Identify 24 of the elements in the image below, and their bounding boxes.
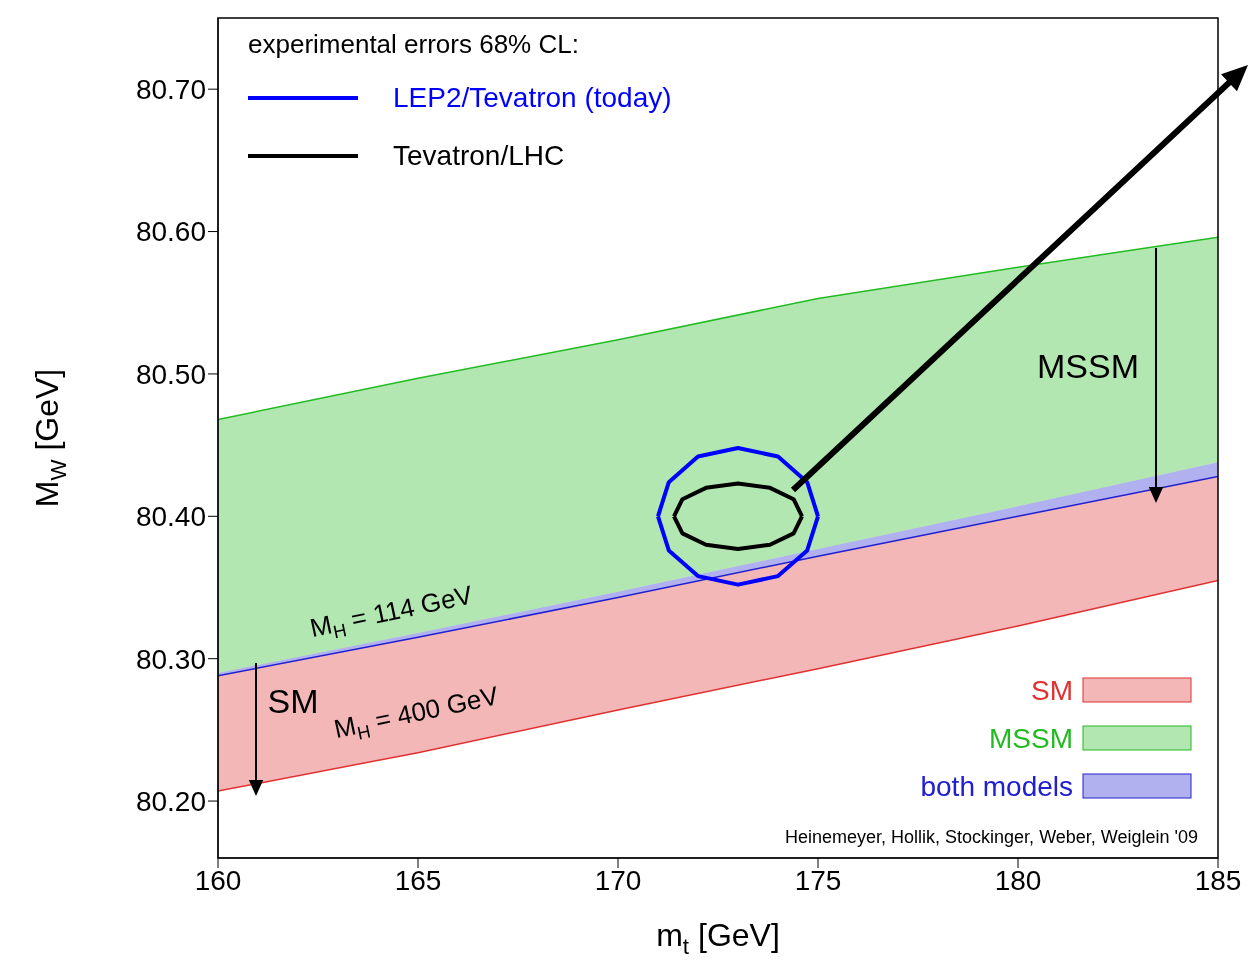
x-tick-label: 170 [594,864,642,896]
x-axis-title: m$_{t}$ [GeV] [656,917,780,959]
legend-title: experimental errors 68% CL: [248,29,579,59]
y-tick-label: 80.20 [135,785,206,817]
legend-label: SM [1031,675,1073,706]
x-tick-label: 180 [994,864,1042,896]
y-tick-label: 80.40 [135,501,206,533]
y-tick-label: 80.50 [135,358,206,390]
x-tick-label: 165 [394,864,442,896]
y-tick-label: 80.70 [135,74,206,106]
annotation: SM [267,682,319,720]
annotation: Heinemeyer, Hollik, Stockinger, Weber, Weiglein '09 [785,827,1198,847]
annotation: M$_{H}$ = 114 GeV [307,579,476,644]
y-tick-label: 80.60 [135,216,206,248]
text: LEP2/Tevatron (today) [393,82,672,113]
legend-label: both models [920,771,1073,802]
text: Tevatron/LHC [393,140,565,171]
x-tick-label: 160 [194,864,242,896]
legend-label: MSSM [989,723,1073,754]
y-tick-label: 80.30 [135,643,206,675]
annotation: MSSM [1037,347,1139,385]
annotation: M$_{H}$ = 400 GeV [331,680,502,745]
x-tick-label: 175 [794,864,842,896]
x-tick-label: 185 [1194,864,1242,896]
